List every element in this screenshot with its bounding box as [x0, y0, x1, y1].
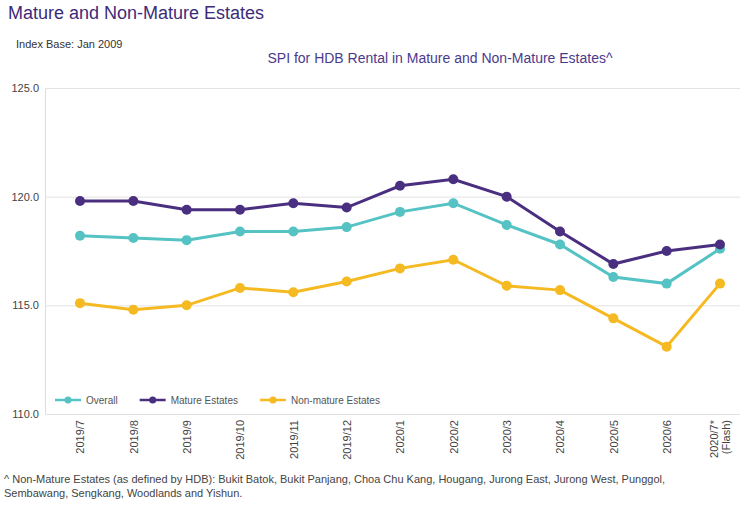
series-marker — [395, 263, 405, 273]
y-axis: 110.0 115.0 120.0 125.0 — [11, 82, 740, 420]
legend-label: Mature Estates — [171, 395, 238, 406]
x-tick-label: 2019/11 — [288, 420, 300, 459]
series-marker — [502, 281, 512, 291]
series-marker — [395, 181, 405, 191]
footnote: ^ Non-Mature Estates (as defined by HDB)… — [4, 473, 665, 485]
series-marker — [502, 220, 512, 230]
y-axis-line — [45, 89, 46, 415]
legend-marker — [65, 397, 72, 404]
y-tick-label: 115.0 — [12, 299, 39, 311]
x-tick-label: 2020/5 — [608, 420, 620, 454]
series-marker — [342, 222, 352, 232]
x-tick: 2020/6 — [661, 414, 673, 454]
x-tick: 2020/2 — [448, 414, 460, 454]
x-tick-label: 2019/7 — [74, 420, 86, 454]
x-tick: 2019/12 — [341, 414, 353, 460]
x-tick-label: 2020/1 — [394, 420, 406, 454]
series-marker — [715, 239, 725, 249]
x-tick: 2019/9 — [181, 414, 193, 454]
series-marker — [182, 205, 192, 215]
x-tick-label: 2020/4 — [554, 420, 566, 454]
x-axis: 2019/7 2019/8 2019/9 2019/10 2019/11 2019/12 2… — [74, 414, 732, 460]
series-marker — [235, 226, 245, 236]
x-tick: 2020/7*(Flash) — [708, 414, 732, 458]
series-marker — [555, 226, 565, 236]
footnote: Sembawang, Sengkang, Woodlands and Yishu… — [4, 487, 242, 499]
series-marker — [555, 285, 565, 295]
series-marker — [715, 279, 725, 289]
series-group — [75, 174, 725, 351]
chart-title: SPI for HDB Rental in Mature and Non-Mat… — [267, 50, 612, 66]
series-marker — [75, 298, 85, 308]
x-tick: 2020/4 — [554, 414, 566, 454]
series-marker — [395, 207, 405, 217]
series-marker — [608, 313, 618, 323]
y-tick: 125.0 — [11, 82, 740, 94]
series-marker — [448, 255, 458, 265]
grid-line — [45, 414, 740, 415]
x-tick: 2019/7 — [74, 414, 86, 454]
grid-line — [45, 197, 740, 198]
x-tick: 2019/10 — [234, 414, 246, 460]
series-marker — [448, 174, 458, 184]
legend: Overall Mature Estates Non-mature Estates — [55, 395, 380, 406]
subtitle: Index Base: Jan 2009 — [16, 38, 122, 50]
x-tick-label: 2020/2 — [448, 420, 460, 454]
y-tick-label: 125.0 — [11, 82, 39, 94]
chart-svg: Mature and Non-Mature Estates Index Base:… — [0, 0, 750, 505]
x-tick: 2020/3 — [501, 414, 513, 454]
series-line — [80, 260, 720, 347]
x-tick: 2020/5 — [608, 414, 620, 454]
legend-item: Mature Estates — [140, 395, 238, 406]
series-marker — [502, 192, 512, 202]
series-marker — [608, 272, 618, 282]
series-marker — [608, 259, 618, 269]
legend-label: Non-mature Estates — [291, 395, 380, 406]
series-marker — [288, 226, 298, 236]
legend-marker — [149, 397, 156, 404]
x-axis-line — [81, 414, 721, 415]
series-marker — [288, 198, 298, 208]
y-tick-label: 110.0 — [12, 408, 39, 420]
series-marker — [128, 233, 138, 243]
series-marker — [448, 198, 458, 208]
x-tick-label: 2019/10 — [234, 420, 246, 460]
series-marker — [662, 279, 672, 289]
series-line — [80, 203, 720, 283]
y-tick-label: 120.0 — [11, 191, 39, 203]
heading: Mature and Non-Mature Estates — [8, 3, 264, 23]
series-marker — [662, 246, 672, 256]
series-line — [80, 179, 720, 264]
x-tick-label: 2019/12 — [341, 420, 353, 460]
x-tick-label: 2020/7*(Flash) — [708, 419, 732, 458]
legend-item: Overall — [55, 395, 118, 406]
series-marker — [75, 231, 85, 241]
series-marker — [128, 196, 138, 206]
series-marker — [288, 287, 298, 297]
y-tick: 110.0 — [12, 408, 740, 420]
series-marker — [182, 300, 192, 310]
x-tick: 2019/11 — [288, 414, 300, 459]
series-marker — [128, 305, 138, 315]
series-marker — [342, 276, 352, 286]
series-marker — [182, 235, 192, 245]
legend-label: Overall — [86, 395, 118, 406]
grid-line — [45, 305, 740, 306]
series-marker — [555, 239, 565, 249]
x-tick-label: 2020/6 — [661, 420, 673, 454]
series-marker — [662, 342, 672, 352]
series-marker — [342, 203, 352, 213]
series-marker — [235, 205, 245, 215]
x-tick-label: 2020/3 — [501, 420, 513, 454]
series-marker — [75, 196, 85, 206]
series-marker — [235, 283, 245, 293]
chart-container: Mature and Non-Mature Estates Index Base:… — [0, 0, 750, 505]
x-tick: 2019/8 — [128, 414, 140, 454]
x-tick-label: 2019/9 — [181, 420, 193, 454]
grid-line — [45, 88, 740, 89]
legend-item: Non-mature Estates — [260, 395, 380, 406]
x-tick-label: 2019/8 — [128, 420, 140, 454]
x-tick: 2020/1 — [394, 414, 406, 454]
legend-marker — [269, 397, 276, 404]
